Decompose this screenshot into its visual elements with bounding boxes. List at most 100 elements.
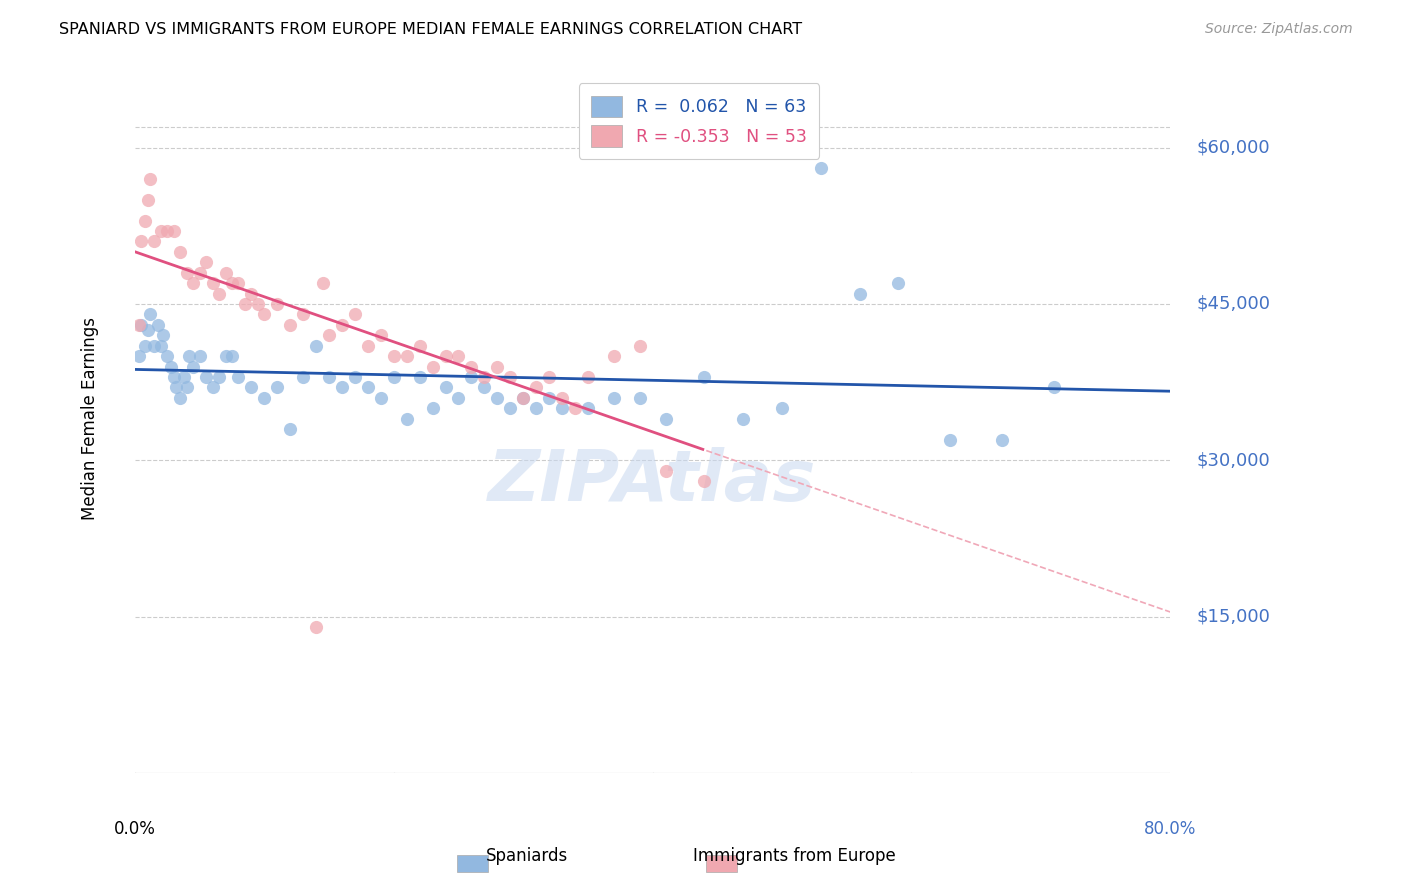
- Point: [357, 339, 380, 353]
- Point: [149, 339, 172, 353]
- Point: [240, 286, 263, 301]
- Point: [434, 380, 457, 394]
- Point: [139, 171, 162, 186]
- Point: [472, 370, 495, 384]
- Point: [524, 401, 547, 416]
- Text: ZIPAtlas: ZIPAtlas: [488, 447, 817, 516]
- Point: [292, 307, 315, 321]
- Point: [357, 380, 380, 394]
- Point: [343, 307, 366, 321]
- Point: [693, 475, 716, 489]
- Point: [1042, 380, 1064, 394]
- Point: [939, 433, 962, 447]
- Point: [564, 401, 586, 416]
- Point: [472, 380, 495, 394]
- Point: [246, 297, 269, 311]
- Point: [395, 349, 418, 363]
- Point: [156, 349, 179, 363]
- Point: [214, 266, 236, 280]
- Point: [278, 318, 301, 332]
- Point: [139, 307, 162, 321]
- Point: [524, 380, 547, 394]
- Point: [318, 370, 340, 384]
- Point: [253, 307, 276, 321]
- Point: [654, 464, 676, 478]
- Point: [131, 235, 153, 249]
- Point: [134, 213, 156, 227]
- Point: [551, 391, 574, 405]
- Point: [330, 318, 353, 332]
- Point: [538, 391, 561, 405]
- Point: [382, 349, 405, 363]
- Point: [499, 370, 522, 384]
- Point: [408, 370, 430, 384]
- Text: 80.0%: 80.0%: [1144, 821, 1197, 838]
- Point: [628, 339, 651, 353]
- Point: [382, 370, 405, 384]
- Point: [305, 620, 328, 634]
- Point: [408, 339, 430, 353]
- Point: [576, 370, 599, 384]
- Point: [214, 349, 236, 363]
- Point: [499, 401, 522, 416]
- Point: [163, 370, 186, 384]
- Point: [240, 380, 263, 394]
- Point: [422, 401, 444, 416]
- Point: [143, 235, 166, 249]
- Text: $45,000: $45,000: [1197, 295, 1270, 313]
- Text: $60,000: $60,000: [1197, 138, 1270, 156]
- Point: [292, 370, 315, 384]
- Legend: R =  0.062   N = 63, R = -0.353   N = 53: R = 0.062 N = 63, R = -0.353 N = 53: [579, 83, 820, 159]
- Text: Median Female Earnings: Median Female Earnings: [80, 318, 98, 520]
- Text: $30,000: $30,000: [1197, 451, 1270, 469]
- Point: [143, 339, 166, 353]
- Point: [628, 391, 651, 405]
- Point: [195, 255, 218, 269]
- Point: [169, 244, 191, 259]
- Point: [343, 370, 366, 384]
- Point: [311, 276, 333, 290]
- Point: [188, 266, 211, 280]
- Point: [576, 401, 599, 416]
- Point: [512, 391, 534, 405]
- Point: [228, 276, 250, 290]
- Point: [486, 359, 509, 374]
- Point: [370, 328, 392, 343]
- Point: [195, 370, 218, 384]
- Point: [395, 411, 418, 425]
- Point: [422, 359, 444, 374]
- Point: [181, 276, 204, 290]
- Point: [128, 318, 150, 332]
- Point: [201, 276, 224, 290]
- Point: [447, 391, 470, 405]
- Point: [603, 391, 626, 405]
- Text: 0.0%: 0.0%: [114, 821, 156, 838]
- Point: [208, 370, 231, 384]
- Point: [551, 401, 574, 416]
- Point: [173, 370, 195, 384]
- Point: [152, 328, 174, 343]
- Point: [447, 349, 470, 363]
- Point: [512, 391, 534, 405]
- Point: [169, 391, 191, 405]
- Point: [603, 349, 626, 363]
- Point: [181, 359, 204, 374]
- Point: [136, 323, 159, 337]
- Point: [221, 349, 243, 363]
- Point: [156, 224, 179, 238]
- Point: [266, 380, 288, 394]
- Point: [163, 224, 186, 238]
- Point: [654, 411, 676, 425]
- Text: Source: ZipAtlas.com: Source: ZipAtlas.com: [1205, 22, 1353, 37]
- Point: [131, 318, 153, 332]
- Point: [278, 422, 301, 436]
- Point: [208, 286, 231, 301]
- Point: [330, 380, 353, 394]
- Point: [991, 433, 1014, 447]
- Point: [370, 391, 392, 405]
- Point: [176, 266, 198, 280]
- Point: [136, 193, 159, 207]
- Point: [486, 391, 509, 405]
- Point: [887, 276, 910, 290]
- Point: [434, 349, 457, 363]
